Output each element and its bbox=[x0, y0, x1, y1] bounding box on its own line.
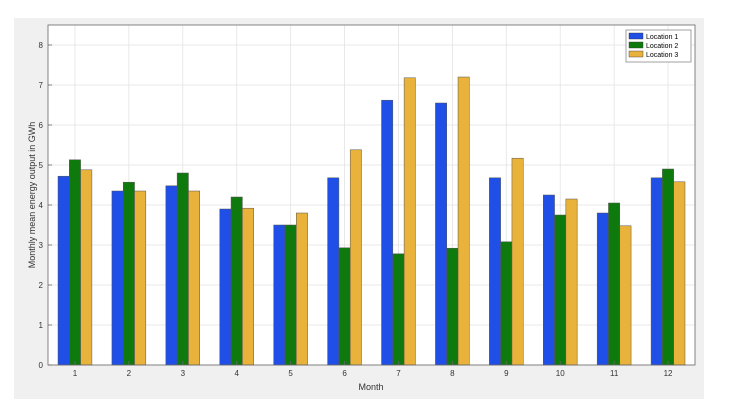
x-axis-label: Month bbox=[358, 382, 383, 392]
x-tick-label: 11 bbox=[610, 369, 619, 378]
bar-location-3-month-7 bbox=[403, 77, 416, 366]
bar-location-1-month-1 bbox=[57, 175, 70, 366]
legend-item: Location 3 bbox=[628, 50, 678, 59]
x-tick-label: 12 bbox=[664, 369, 673, 378]
y-axis-label: Monthly mean energy output in GWh bbox=[27, 122, 37, 269]
bar-location-2-month-12 bbox=[662, 168, 674, 366]
bar-location-1-month-10 bbox=[543, 194, 555, 366]
bar-location-2-month-9 bbox=[500, 241, 513, 366]
y-tick-label: 7 bbox=[39, 81, 44, 90]
legend-swatch-location-2 bbox=[628, 41, 644, 49]
bar-location-2-month-1 bbox=[69, 159, 81, 366]
bar-location-3-month-8 bbox=[457, 76, 470, 366]
plot-area bbox=[48, 25, 695, 365]
bar-location-2-month-2 bbox=[122, 181, 135, 366]
bar-location-2-month-6 bbox=[338, 247, 351, 366]
bar-location-2-month-4 bbox=[230, 196, 243, 366]
legend-swatch-location-3 bbox=[628, 50, 644, 58]
bar-location-1-month-6 bbox=[327, 177, 340, 366]
bar-location-3-month-1 bbox=[80, 169, 93, 366]
x-tick-label: 9 bbox=[504, 369, 509, 378]
bar-location-3-month-10 bbox=[565, 198, 578, 366]
bar-location-1-month-5 bbox=[273, 224, 286, 366]
bar-location-3-month-3 bbox=[188, 190, 200, 366]
bar-location-1-month-3 bbox=[165, 185, 178, 366]
y-tick-label: 3 bbox=[39, 241, 44, 250]
bar-location-3-month-12 bbox=[673, 181, 686, 366]
bar-location-3-month-4 bbox=[242, 207, 254, 366]
bar-location-2-month-7 bbox=[392, 253, 405, 366]
plot-border bbox=[47, 24, 696, 366]
legend-item: Location 2 bbox=[628, 41, 678, 50]
legend-swatch-location-1 bbox=[628, 32, 644, 40]
legend: Location 1 Location 2 Location 3 bbox=[625, 29, 692, 63]
x-tick-label: 7 bbox=[396, 369, 401, 378]
y-tick-label: 0 bbox=[39, 361, 44, 370]
bar-location-1-month-8 bbox=[435, 102, 447, 366]
bar-location-3-month-6 bbox=[349, 149, 362, 366]
bar-location-2-month-5 bbox=[284, 224, 297, 366]
bars bbox=[57, 76, 686, 366]
bar-location-3-month-11 bbox=[619, 225, 632, 366]
bar-location-2-month-10 bbox=[554, 214, 567, 366]
legend-item: Location 1 bbox=[628, 32, 678, 41]
legend-label: Location 3 bbox=[646, 52, 678, 59]
bar-location-2-month-3 bbox=[176, 172, 189, 366]
x-tick-label: 5 bbox=[288, 369, 293, 378]
y-tick-label: 5 bbox=[39, 161, 44, 170]
x-tick-label: 3 bbox=[181, 369, 186, 378]
bar-location-1-month-9 bbox=[489, 177, 501, 366]
bar-location-1-month-2 bbox=[111, 190, 124, 366]
bar-location-2-month-8 bbox=[446, 247, 459, 366]
x-tick-label: 2 bbox=[127, 369, 132, 378]
legend-label: Location 2 bbox=[646, 43, 678, 50]
bar-location-3-month-2 bbox=[134, 190, 147, 366]
bar-location-1-month-11 bbox=[596, 212, 609, 366]
bar-location-2-month-11 bbox=[608, 202, 621, 366]
y-tick-label: 8 bbox=[39, 41, 44, 50]
bar-location-1-month-12 bbox=[650, 177, 663, 366]
x-tick-label: 8 bbox=[450, 369, 455, 378]
y-tick-label: 1 bbox=[39, 321, 44, 330]
legend-label: Location 1 bbox=[646, 34, 678, 41]
x-tick-label: 4 bbox=[234, 369, 239, 378]
bar-location-3-month-5 bbox=[296, 212, 308, 366]
bar-location-1-month-7 bbox=[381, 99, 394, 366]
y-tick-label: 6 bbox=[39, 121, 44, 130]
y-tick-label: 4 bbox=[39, 201, 44, 210]
x-tick-label: 1 bbox=[73, 369, 78, 378]
bar-location-1-month-4 bbox=[219, 208, 232, 366]
x-tick-label: 6 bbox=[342, 369, 347, 378]
bar-location-3-month-9 bbox=[511, 157, 524, 366]
y-tick-label: 2 bbox=[39, 281, 44, 290]
x-tick-label: 10 bbox=[556, 369, 565, 378]
